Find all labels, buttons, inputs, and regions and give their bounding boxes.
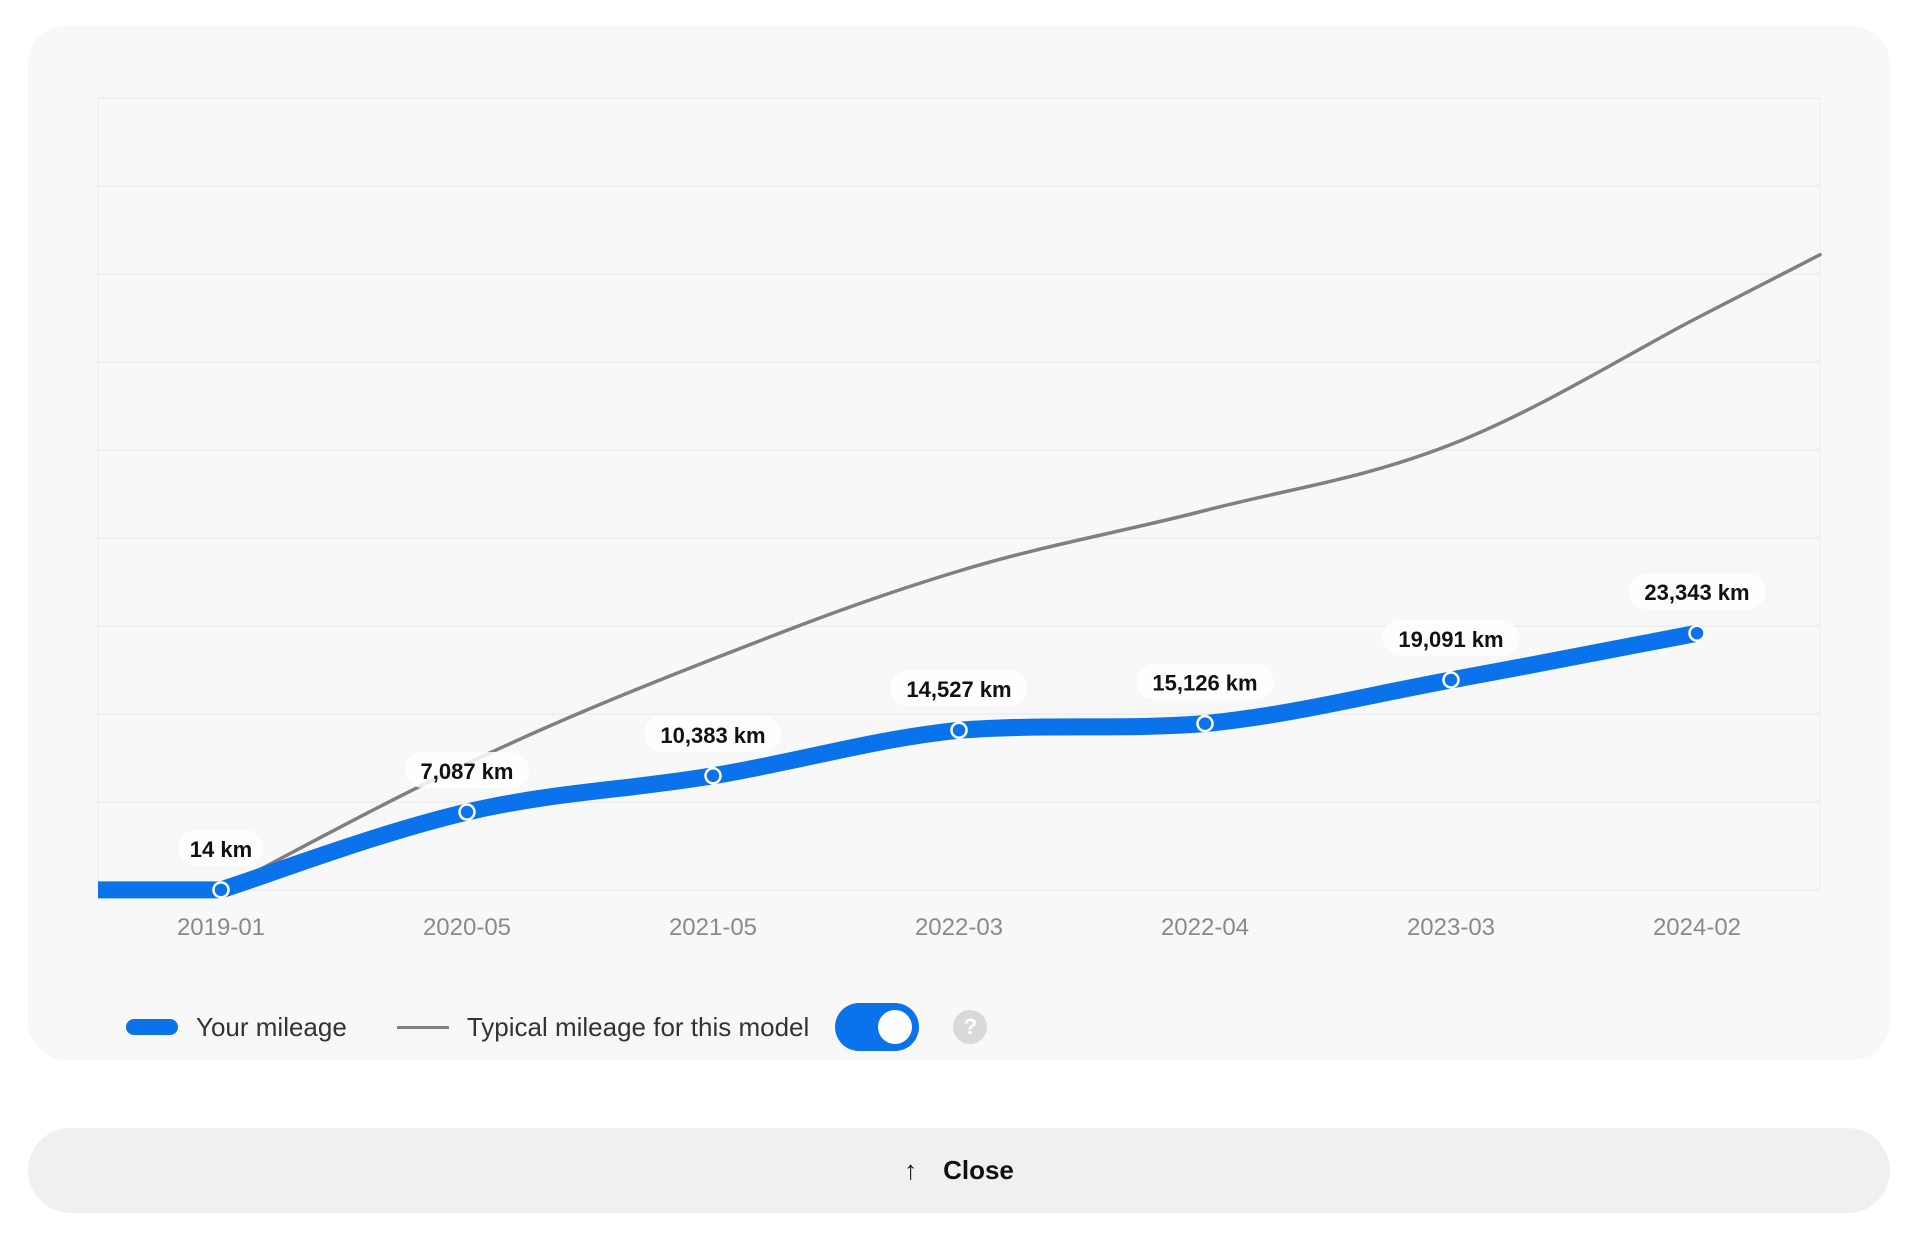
- data-label-bg: [1136, 663, 1274, 700]
- data-label: 19,091 km: [1398, 627, 1503, 652]
- your-mileage-point: [1688, 624, 1706, 642]
- your-mileage-point: [704, 767, 722, 785]
- arrow-up-icon: ↑: [904, 1155, 918, 1185]
- x-tick-label: 2023-03: [1407, 914, 1495, 941]
- x-tick-label: 2024-02: [1653, 914, 1741, 941]
- data-label-bg: [644, 715, 782, 752]
- legend-your-mileage-label: Your mileage: [196, 1011, 347, 1042]
- your-mileage-point: [458, 803, 476, 821]
- data-label-bg: [1382, 619, 1520, 656]
- data-label-bg: [178, 829, 264, 866]
- data-label: 23,343 km: [1644, 580, 1749, 605]
- legend-your-mileage: Your mileage: [126, 1012, 347, 1043]
- your-mileage-point: [1442, 671, 1460, 689]
- x-tick-label: 2021-05: [669, 914, 757, 941]
- chart-legend: Your mileage Typical mileage for this mo…: [126, 1002, 988, 1052]
- data-label: 7,087 km: [421, 759, 514, 784]
- legend-typical-mileage-label: Typical mileage for this model: [466, 1011, 810, 1042]
- typical-mileage-toggle[interactable]: [835, 1003, 920, 1051]
- data-label: 15,126 km: [1152, 671, 1257, 696]
- help-icon[interactable]: ?: [953, 1010, 988, 1044]
- data-label-bg: [1628, 573, 1766, 610]
- plot-area: [97, 97, 1821, 891]
- x-tick-label: 2020-05: [423, 914, 511, 941]
- your-mileage-swatch: [126, 1019, 178, 1035]
- x-tick-label: 2022-03: [915, 914, 1003, 941]
- legend-typical-mileage: Typical mileage for this model: [347, 1012, 809, 1043]
- mileage-chart: 14 km 7,087 km 10,383 km 14,527 km 15,126 km…: [97, 97, 1822, 941]
- mileage-chart-card: 14 km 7,087 km 10,383 km 14,527 km 15,126 km…: [28, 26, 1890, 1060]
- typical-mileage-swatch: [396, 1025, 449, 1029]
- data-label: 10,383 km: [660, 723, 765, 748]
- data-label-bg: [405, 752, 529, 789]
- data-label: 14,527 km: [906, 677, 1011, 702]
- data-label: 14 km: [190, 837, 252, 862]
- x-tick-label: 2019-01: [177, 914, 265, 941]
- x-tick-label: 2022-04: [1161, 914, 1249, 941]
- close-button[interactable]: ↑ Close: [28, 1128, 1890, 1213]
- your-mileage-point: [950, 721, 968, 739]
- toggle-knob: [878, 1010, 913, 1044]
- your-mileage-point: [212, 881, 230, 899]
- close-button-label: Close: [943, 1155, 1014, 1185]
- your-mileage-point: [1196, 714, 1214, 733]
- data-label-bg: [890, 670, 1028, 707]
